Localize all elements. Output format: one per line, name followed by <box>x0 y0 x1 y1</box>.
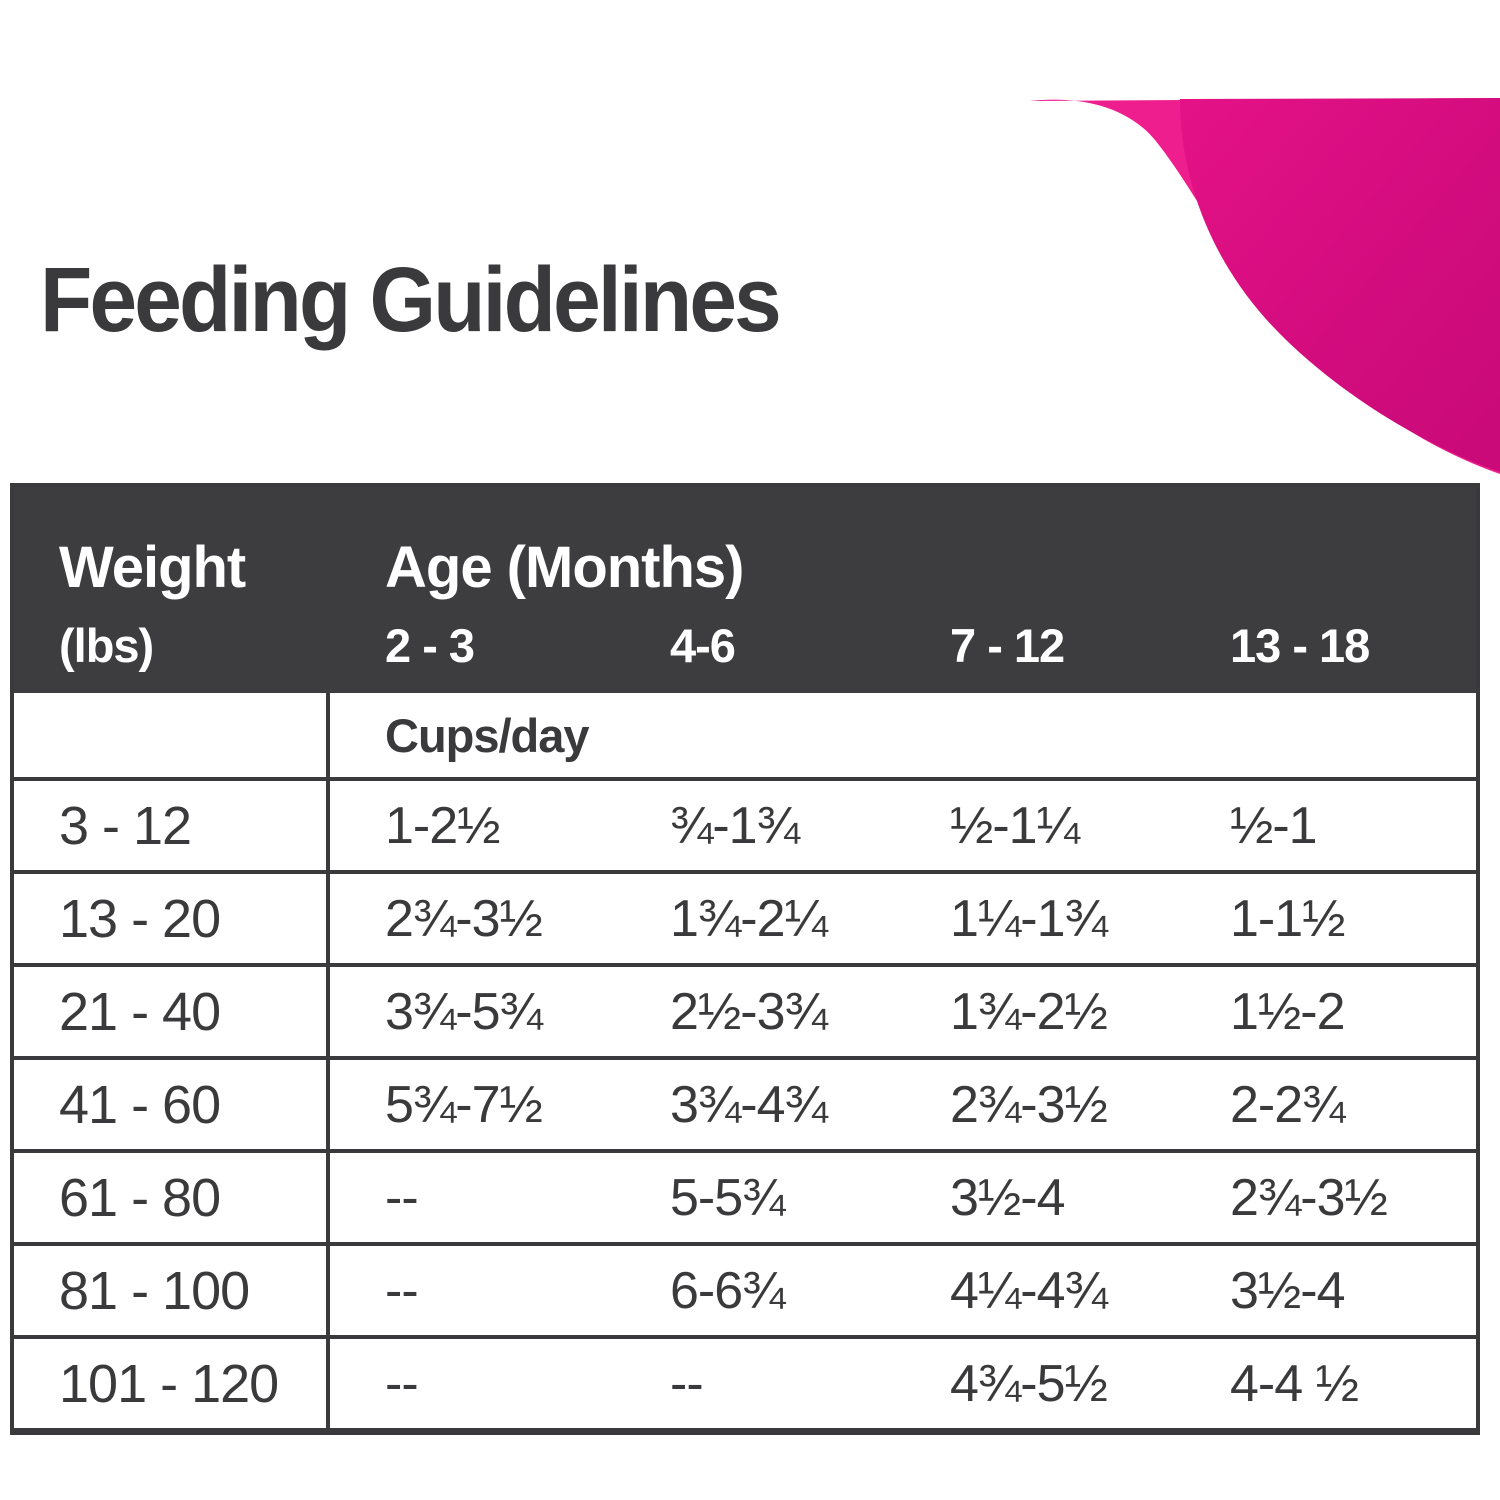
cups-value: 4¼-4¾ <box>950 1261 1108 1320</box>
cups-value: -- <box>385 1354 419 1413</box>
cups-value: 5¾-7½ <box>385 1075 543 1134</box>
page-title: Feeding Guidelines <box>40 249 782 351</box>
table-row: 101 - 120 -- -- 4¾-5½ 4-4 ½ <box>14 1335 1476 1428</box>
cups-value: 2½-3¾ <box>670 982 828 1041</box>
weight-range: 101 - 120 <box>14 1339 330 1428</box>
cups-value: 5-5¾ <box>670 1168 786 1227</box>
cups-value: 1¼-1¾ <box>950 889 1108 948</box>
age-column-13-18: 13 - 18 <box>1230 619 1370 672</box>
cups-value: 2¾-3½ <box>950 1075 1108 1134</box>
cups-value: 3¾-5¾ <box>385 982 543 1041</box>
cups-value: ½-1 <box>1230 796 1318 855</box>
weight-units-label: (lbs) <box>59 619 154 672</box>
cups-value: 1-2½ <box>385 796 501 855</box>
cups-value: -- <box>385 1261 419 1320</box>
table-row: 21 - 40 3¾-5¾ 2½-3¾ 1¾-2½ 1½-2 <box>14 963 1476 1056</box>
cups-value: -- <box>385 1168 419 1227</box>
cups-value: 3½-4 <box>1230 1261 1346 1320</box>
age-column-4-6: 4-6 <box>670 619 736 672</box>
pink-swoosh-graphic <box>1030 98 1500 474</box>
feeding-guidelines-table: Weight Age (Months) (lbs) 2 - 3 4-6 7 - … <box>10 483 1480 1435</box>
cups-value: 3¾-4¾ <box>670 1075 828 1134</box>
cups-value: -- <box>670 1354 704 1413</box>
cups-value: ¾-1¾ <box>670 796 800 855</box>
age-column-2-3: 2 - 3 <box>385 619 475 672</box>
units-row-empty-cell <box>14 693 330 777</box>
units-row: Cups/day <box>14 693 1476 781</box>
cups-value: 2-2¾ <box>1230 1075 1346 1134</box>
cups-value: 4-4 ½ <box>1230 1354 1359 1413</box>
cups-value: 4¾-5½ <box>950 1354 1108 1413</box>
age-group-header: Age (Months) <box>385 535 745 600</box>
table-row: 13 - 20 2¾-3½ 1¾-2¼ 1¼-1¾ 1-1½ <box>14 870 1476 963</box>
cups-value: 2¾-3½ <box>385 889 543 948</box>
table-row: 81 - 100 -- 6-6¾ 4¼-4¾ 3½-4 <box>14 1242 1476 1335</box>
cups-value: 1¾-2½ <box>950 982 1108 1041</box>
weight-range: 41 - 60 <box>14 1060 330 1149</box>
table-row: 3 - 12 1-2½ ¾-1¾ ½-1¼ ½-1 <box>14 781 1476 870</box>
cups-value: 1½-2 <box>1230 982 1346 1041</box>
units-label: Cups/day <box>385 708 590 762</box>
cups-value: ½-1¼ <box>950 796 1080 855</box>
weight-range: 81 - 100 <box>14 1246 330 1335</box>
weight-range: 3 - 12 <box>14 781 330 870</box>
cups-value: 1¾-2¼ <box>670 889 828 948</box>
cups-value: 1-1½ <box>1230 889 1346 948</box>
cups-value: 3½-4 <box>950 1168 1066 1227</box>
table-row: 41 - 60 5¾-7½ 3¾-4¾ 2¾-3½ 2-2¾ <box>14 1056 1476 1149</box>
weight-header: Weight <box>59 535 246 600</box>
cups-value: 2¾-3½ <box>1230 1168 1388 1227</box>
table-body: 3 - 12 1-2½ ¾-1¾ ½-1¼ ½-1 13 - 20 2¾-3½ … <box>14 781 1476 1428</box>
weight-range: 13 - 20 <box>14 874 330 963</box>
weight-range: 21 - 40 <box>14 967 330 1056</box>
table-row: 61 - 80 -- 5-5¾ 3½-4 2¾-3½ <box>14 1149 1476 1242</box>
weight-range: 61 - 80 <box>14 1153 330 1242</box>
swoosh-dark-layer <box>1180 98 1500 472</box>
table-header: Weight Age (Months) (lbs) 2 - 3 4-6 7 - … <box>14 487 1476 693</box>
age-column-7-12: 7 - 12 <box>950 619 1065 672</box>
cups-value: 6-6¾ <box>670 1261 786 1320</box>
